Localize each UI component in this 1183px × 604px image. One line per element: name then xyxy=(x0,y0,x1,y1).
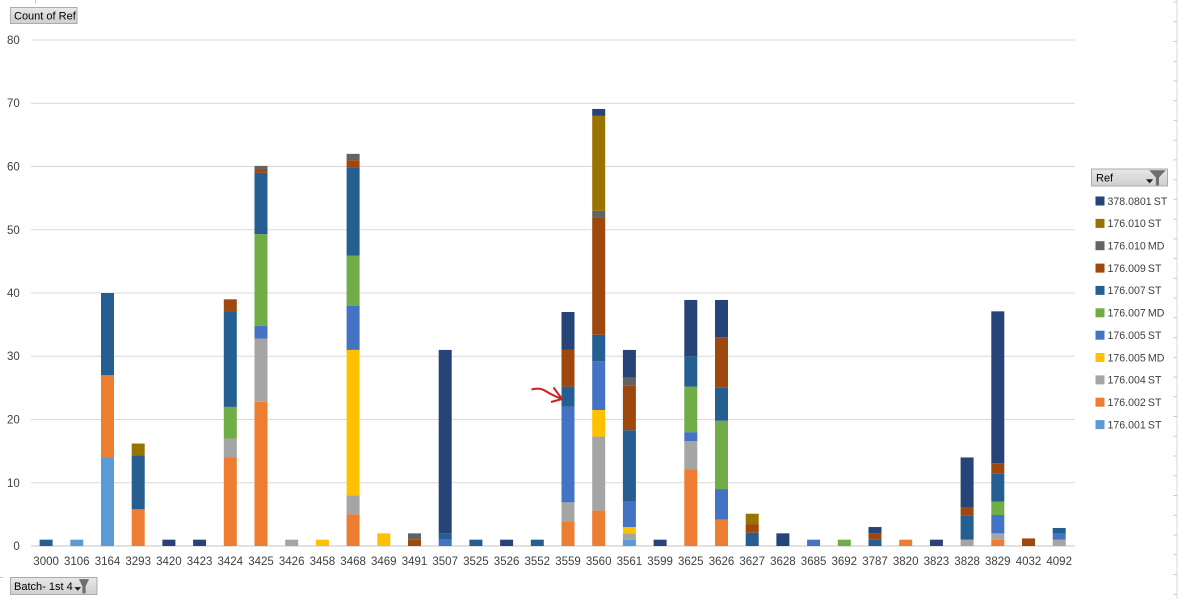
svg-text:176.007 MD: 176.007 MD xyxy=(1108,308,1165,320)
svg-text:20: 20 xyxy=(7,415,20,427)
svg-text:0: 0 xyxy=(13,541,19,553)
svg-text:3525: 3525 xyxy=(463,556,489,568)
svg-text:3507: 3507 xyxy=(432,556,458,568)
svg-text:30: 30 xyxy=(7,351,20,363)
svg-text:4032: 4032 xyxy=(1016,556,1042,568)
svg-text:176.002 ST: 176.002 ST xyxy=(1108,397,1162,409)
svg-text:3423: 3423 xyxy=(187,556,213,568)
svg-text:176.005 ST: 176.005 ST xyxy=(1108,330,1162,342)
svg-text:176.010 ST: 176.010 ST xyxy=(1108,218,1162,230)
svg-text:3424: 3424 xyxy=(218,556,244,568)
svg-text:80: 80 xyxy=(7,35,20,47)
svg-text:60: 60 xyxy=(7,162,20,174)
svg-text:3491: 3491 xyxy=(402,556,428,568)
svg-text:3626: 3626 xyxy=(709,556,735,568)
svg-text:3823: 3823 xyxy=(924,556,950,568)
svg-text:3820: 3820 xyxy=(893,556,919,568)
svg-text:3526: 3526 xyxy=(494,556,520,568)
svg-text:3692: 3692 xyxy=(832,556,858,568)
svg-text:3625: 3625 xyxy=(678,556,704,568)
svg-text:Ref: Ref xyxy=(1096,172,1114,184)
svg-text:3468: 3468 xyxy=(340,556,366,568)
svg-text:176.005 MD: 176.005 MD xyxy=(1108,352,1165,364)
svg-text:3426: 3426 xyxy=(279,556,305,568)
svg-text:3628: 3628 xyxy=(770,556,796,568)
svg-text:3559: 3559 xyxy=(555,556,581,568)
svg-text:3829: 3829 xyxy=(985,556,1011,568)
svg-text:176.009 ST: 176.009 ST xyxy=(1108,263,1162,275)
svg-text:3560: 3560 xyxy=(586,556,612,568)
svg-text:4092: 4092 xyxy=(1046,556,1072,568)
svg-text:3561: 3561 xyxy=(617,556,643,568)
svg-text:176.007 ST: 176.007 ST xyxy=(1108,285,1162,297)
svg-text:3293: 3293 xyxy=(125,556,151,568)
svg-text:3828: 3828 xyxy=(954,556,980,568)
svg-text:3106: 3106 xyxy=(64,556,90,568)
svg-text:3552: 3552 xyxy=(525,556,551,568)
svg-text:40: 40 xyxy=(7,288,20,300)
svg-text:378.0801 ST: 378.0801 ST xyxy=(1108,196,1168,208)
svg-text:Count of Ref: Count of Ref xyxy=(14,10,77,22)
svg-text:3420: 3420 xyxy=(156,556,182,568)
svg-text:3787: 3787 xyxy=(862,556,888,568)
svg-text:3000: 3000 xyxy=(33,556,59,568)
svg-text:176.004 ST: 176.004 ST xyxy=(1108,375,1162,387)
svg-text:3685: 3685 xyxy=(801,556,827,568)
svg-text:3164: 3164 xyxy=(95,556,121,568)
svg-text:3458: 3458 xyxy=(310,556,336,568)
svg-text:3469: 3469 xyxy=(371,556,397,568)
svg-text:Batch- 1st 4: Batch- 1st 4 xyxy=(14,581,73,593)
svg-text:3425: 3425 xyxy=(248,556,274,568)
svg-text:3627: 3627 xyxy=(739,556,765,568)
svg-text:10: 10 xyxy=(7,478,20,490)
svg-text:176.010 MD: 176.010 MD xyxy=(1108,241,1165,253)
svg-text:50: 50 xyxy=(7,225,20,237)
svg-text:70: 70 xyxy=(7,98,20,110)
svg-text:176.001 ST: 176.001 ST xyxy=(1108,419,1162,431)
svg-text:3599: 3599 xyxy=(647,556,673,568)
